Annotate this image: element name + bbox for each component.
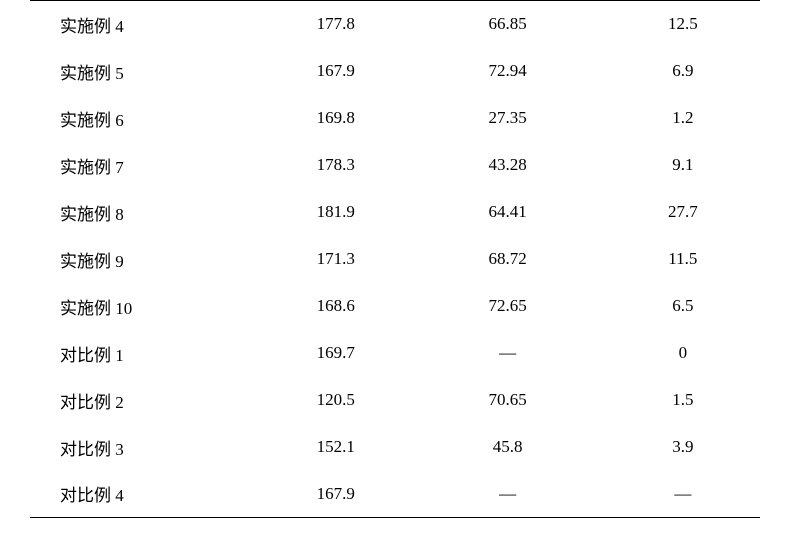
- cell-value: 3.9: [606, 424, 760, 471]
- cell-value: —: [606, 471, 760, 518]
- row-label: 实施例 8: [30, 189, 262, 236]
- cell-value: 168.6: [262, 283, 409, 330]
- cell-value: 6.9: [606, 48, 760, 95]
- row-label: 实施例 9: [30, 236, 262, 283]
- table-row: 实施例 5 167.9 72.94 6.9: [30, 48, 760, 95]
- table-row: 对比例 3 152.1 45.8 3.9: [30, 424, 760, 471]
- row-label: 实施例 6: [30, 95, 262, 142]
- table-row: 对比例 1 169.7 — 0: [30, 330, 760, 377]
- cell-value: 66.85: [409, 1, 605, 48]
- cell-value: 64.41: [409, 189, 605, 236]
- row-label: 对比例 3: [30, 424, 262, 471]
- cell-value: 70.65: [409, 377, 605, 424]
- cell-value: 169.8: [262, 95, 409, 142]
- cell-value: 45.8: [409, 424, 605, 471]
- table-row: 实施例 7 178.3 43.28 9.1: [30, 142, 760, 189]
- cell-value: 181.9: [262, 189, 409, 236]
- table-row: 实施例 4 177.8 66.85 12.5: [30, 1, 760, 48]
- cell-value: 68.72: [409, 236, 605, 283]
- cell-value: 27.35: [409, 95, 605, 142]
- row-label: 实施例 5: [30, 48, 262, 95]
- cell-value: 11.5: [606, 236, 760, 283]
- cell-value: —: [409, 330, 605, 377]
- cell-value: 0: [606, 330, 760, 377]
- cell-value: 6.5: [606, 283, 760, 330]
- data-table: 实施例 4 177.8 66.85 12.5 实施例 5 167.9 72.94…: [30, 0, 760, 518]
- cell-value: 169.7: [262, 330, 409, 377]
- cell-value: —: [409, 471, 605, 518]
- row-label: 实施例 4: [30, 1, 262, 48]
- table-row: 实施例 9 171.3 68.72 11.5: [30, 236, 760, 283]
- cell-value: 9.1: [606, 142, 760, 189]
- table-row: 实施例 6 169.8 27.35 1.2: [30, 95, 760, 142]
- cell-value: 171.3: [262, 236, 409, 283]
- row-label: 对比例 1: [30, 330, 262, 377]
- data-table-container: 实施例 4 177.8 66.85 12.5 实施例 5 167.9 72.94…: [0, 0, 800, 518]
- cell-value: 72.65: [409, 283, 605, 330]
- cell-value: 178.3: [262, 142, 409, 189]
- table-row: 对比例 4 167.9 — —: [30, 471, 760, 518]
- cell-value: 167.9: [262, 471, 409, 518]
- cell-value: 1.2: [606, 95, 760, 142]
- row-label: 实施例 7: [30, 142, 262, 189]
- cell-value: 1.5: [606, 377, 760, 424]
- row-label: 实施例 10: [30, 283, 262, 330]
- cell-value: 43.28: [409, 142, 605, 189]
- cell-value: 167.9: [262, 48, 409, 95]
- cell-value: 27.7: [606, 189, 760, 236]
- cell-value: 177.8: [262, 1, 409, 48]
- cell-value: 12.5: [606, 1, 760, 48]
- table-row: 实施例 8 181.9 64.41 27.7: [30, 189, 760, 236]
- cell-value: 72.94: [409, 48, 605, 95]
- cell-value: 120.5: [262, 377, 409, 424]
- table-row: 对比例 2 120.5 70.65 1.5: [30, 377, 760, 424]
- row-label: 对比例 2: [30, 377, 262, 424]
- cell-value: 152.1: [262, 424, 409, 471]
- row-label: 对比例 4: [30, 471, 262, 518]
- table-row: 实施例 10 168.6 72.65 6.5: [30, 283, 760, 330]
